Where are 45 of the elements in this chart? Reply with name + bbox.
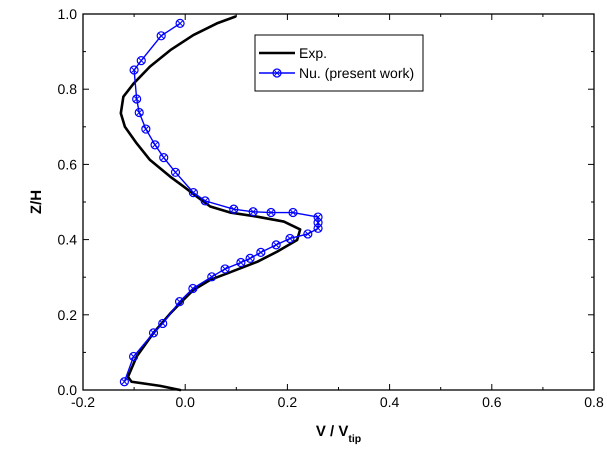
point xyxy=(229,204,238,214)
x-axis-title: V / V$_{tip}$ xyxy=(316,423,362,445)
point xyxy=(128,352,138,362)
point xyxy=(256,248,266,257)
x-tick-label: 0.0 xyxy=(175,394,196,410)
point xyxy=(266,208,276,218)
point xyxy=(130,65,139,75)
point xyxy=(175,18,185,28)
point xyxy=(156,31,166,40)
point xyxy=(313,218,323,228)
point xyxy=(313,212,323,222)
point xyxy=(188,188,198,198)
point xyxy=(170,168,180,177)
point xyxy=(158,318,168,328)
point xyxy=(150,140,160,150)
point xyxy=(136,56,146,66)
x-tick-label: 0.6 xyxy=(482,394,502,410)
point xyxy=(141,124,150,134)
y-tick-label: 0.8 xyxy=(58,81,78,98)
x-tick-label: 0.2 xyxy=(278,394,298,410)
legend-label: Exp. xyxy=(299,45,328,61)
y-tick-label: 1.0 xyxy=(58,6,78,22)
point xyxy=(272,240,281,250)
point xyxy=(174,297,184,306)
point xyxy=(134,108,144,118)
point xyxy=(313,224,323,233)
point xyxy=(159,153,168,162)
point xyxy=(285,234,295,244)
x-tick-label: 0.8 xyxy=(584,394,604,410)
point xyxy=(236,258,246,268)
point xyxy=(120,377,129,386)
point xyxy=(207,272,216,282)
point xyxy=(303,229,312,239)
point xyxy=(245,254,255,263)
point xyxy=(288,208,298,218)
legend-label: Nu. (present work) xyxy=(299,65,414,81)
point xyxy=(220,264,230,274)
y-tick-label: 0.2 xyxy=(58,306,78,323)
point xyxy=(132,94,142,104)
y-tick-label: 0.6 xyxy=(58,156,78,172)
y-axis-title: Z/H xyxy=(28,190,45,214)
x-tick-label: 0.4 xyxy=(380,394,400,410)
point xyxy=(200,196,210,206)
point xyxy=(248,207,258,216)
y-tick-label: 0.4 xyxy=(58,232,78,248)
